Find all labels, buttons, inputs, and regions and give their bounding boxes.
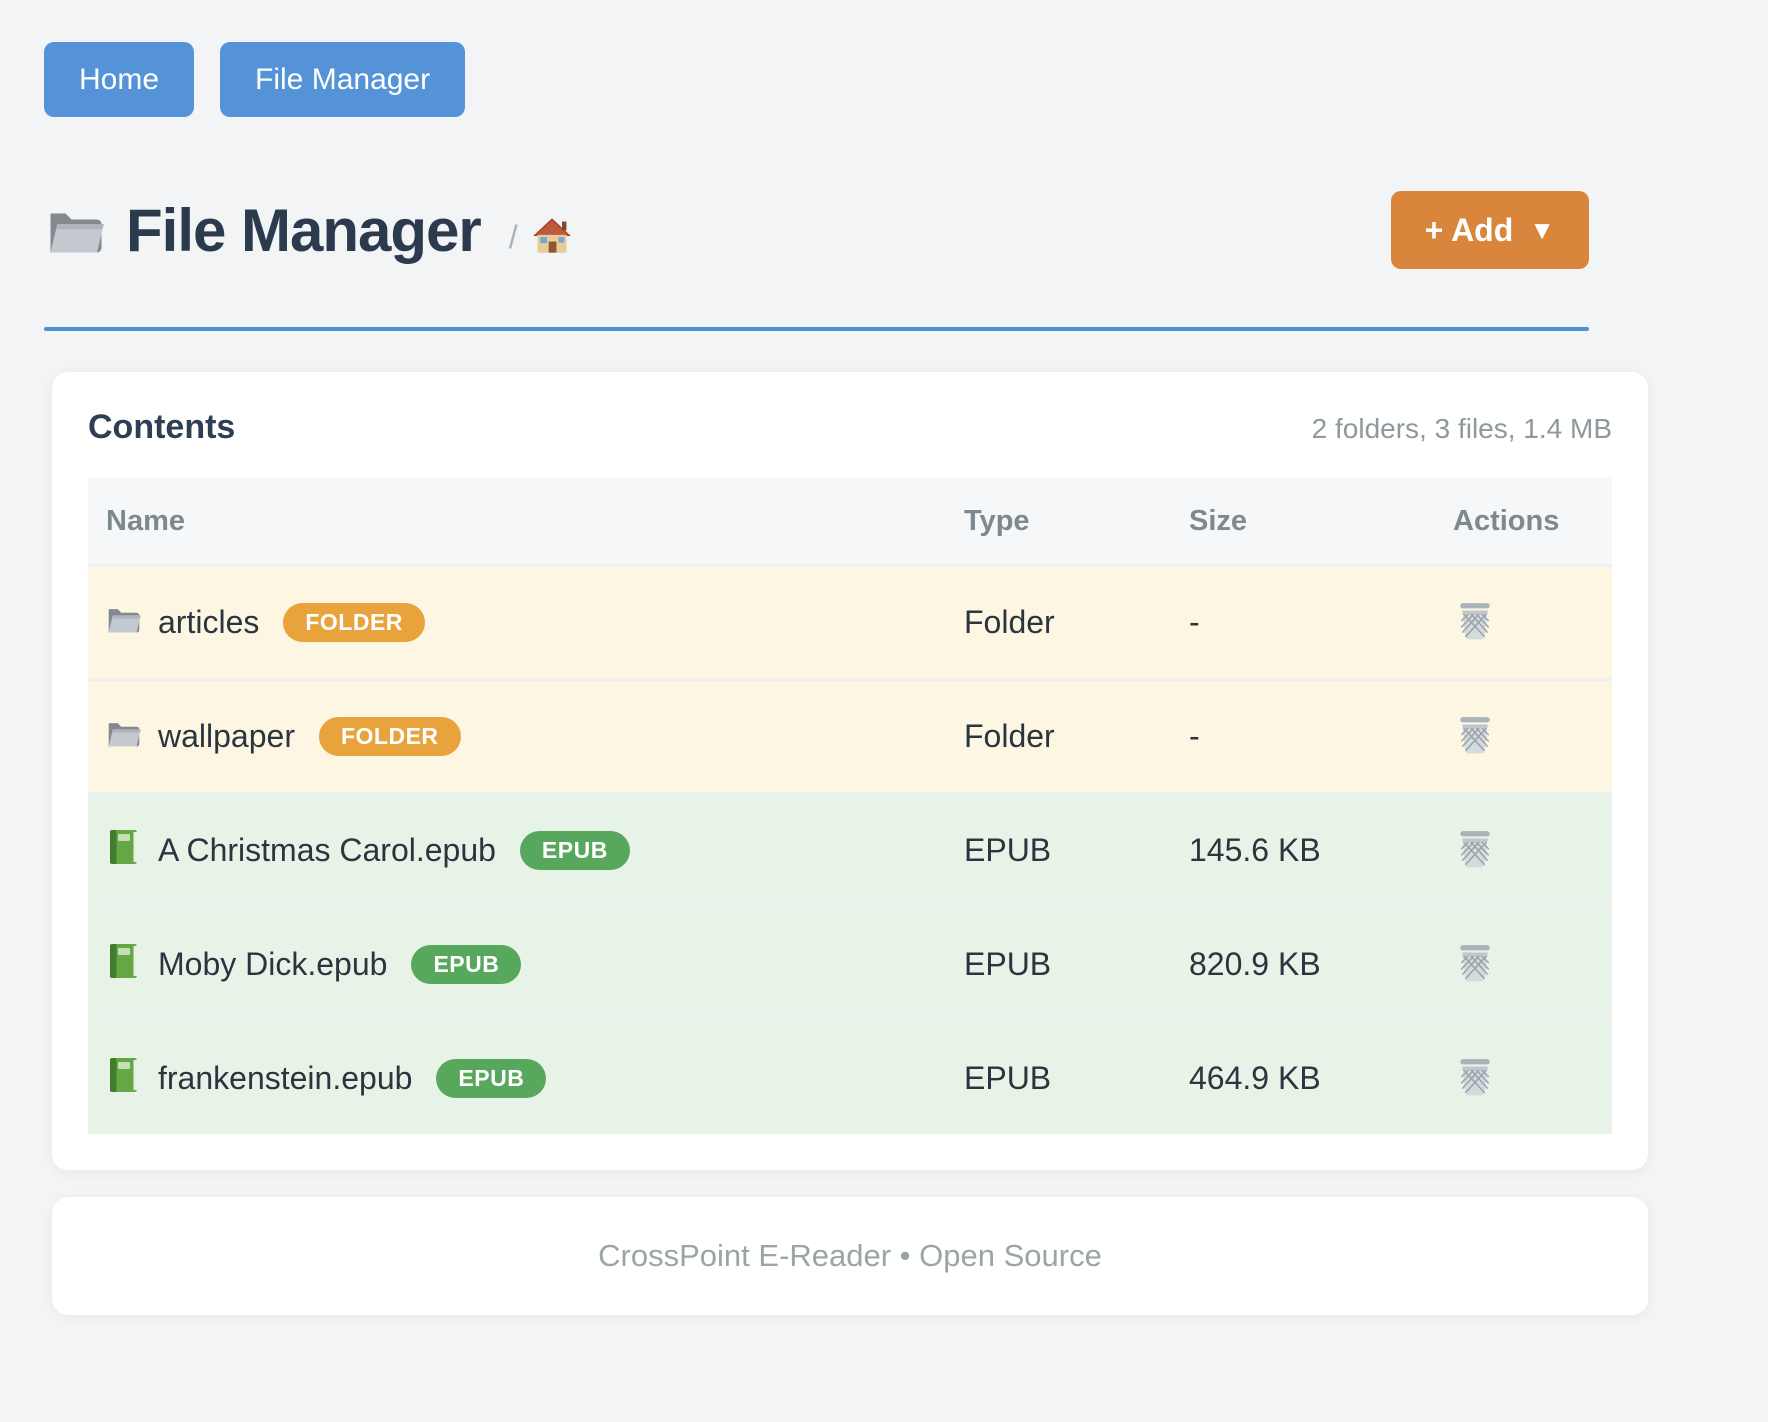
trash-icon — [1460, 944, 1490, 981]
top-nav: Home File Manager — [44, 42, 1768, 117]
delete-button[interactable] — [1453, 825, 1497, 873]
file-actions-cell — [1423, 597, 1612, 649]
contents-card: Contents 2 folders, 3 files, 1.4 MB Name… — [52, 372, 1648, 1170]
trash-icon — [1460, 602, 1490, 639]
home-icon[interactable] — [532, 217, 572, 255]
delete-button[interactable] — [1453, 939, 1497, 987]
table-row: A Christmas Carol.epub EPUB EPUB 145.6 K… — [88, 792, 1612, 906]
page-title: File Manager — [126, 196, 482, 264]
file-actions-cell — [1423, 939, 1612, 991]
file-name-cell[interactable]: frankenstein.epub EPUB — [88, 1057, 948, 1101]
book-icon — [106, 829, 142, 873]
nav-home-button[interactable]: Home — [44, 42, 195, 117]
table-row: wallpaper FOLDER Folder - — [88, 678, 1612, 792]
file-type-badge: FOLDER — [318, 717, 461, 756]
footer-card: CrossPoint E-Reader • Open Source — [52, 1197, 1648, 1315]
delete-button[interactable] — [1453, 711, 1497, 759]
file-table: Name Type Size Actions articles FOLDER F… — [88, 478, 1612, 1134]
trash-icon — [1460, 830, 1490, 867]
nav-file-manager-button[interactable]: File Manager — [220, 42, 466, 117]
file-size: 145.6 KB — [1189, 832, 1321, 868]
folder-icon — [106, 715, 142, 759]
table-row: articles FOLDER Folder - — [88, 564, 1612, 678]
file-name: A Christmas Carol.epub — [158, 832, 496, 868]
file-type: Folder — [964, 718, 1055, 754]
delete-button[interactable] — [1453, 1053, 1497, 1101]
contents-summary: 2 folders, 3 files, 1.4 MB — [1311, 413, 1612, 444]
file-type-badge: EPUB — [436, 1059, 547, 1098]
file-type-badge: FOLDER — [283, 603, 425, 642]
file-actions-cell — [1423, 711, 1612, 763]
footer-text: CrossPoint E-Reader • Open Source — [598, 1238, 1102, 1273]
file-size: 820.9 KB — [1189, 946, 1321, 982]
file-name-cell[interactable]: Moby Dick.epub EPUB — [88, 943, 948, 987]
table-body: articles FOLDER Folder - wallpape — [88, 564, 1612, 1134]
breadcrumb-separator: / — [508, 218, 518, 255]
file-type: EPUB — [964, 1060, 1052, 1096]
file-name-cell[interactable]: A Christmas Carol.epub EPUB — [88, 829, 948, 873]
table-row: Moby Dick.epub EPUB EPUB 820.9 KB — [88, 906, 1612, 1020]
file-type: Folder — [964, 604, 1055, 640]
folder-icon — [50, 213, 104, 253]
file-name: wallpaper — [158, 718, 295, 754]
file-name-cell[interactable]: wallpaper FOLDER — [88, 715, 948, 759]
chevron-down-icon: ▼ — [1529, 214, 1555, 245]
delete-button[interactable] — [1453, 597, 1497, 645]
title-group: File Manager / — [46, 196, 572, 265]
file-name-cell[interactable]: articles FOLDER — [88, 601, 948, 645]
table-row: frankenstein.epub EPUB EPUB 464.9 KB — [88, 1020, 1612, 1134]
file-name: articles — [158, 604, 260, 640]
add-button-label: + Add — [1424, 211, 1514, 248]
file-actions-cell — [1423, 1053, 1612, 1105]
book-icon — [106, 1057, 142, 1101]
page-header: File Manager / + Add ▼ — [46, 191, 1589, 269]
file-actions-cell — [1423, 825, 1612, 877]
trash-icon — [1460, 1058, 1490, 1095]
file-type-badge: EPUB — [519, 831, 630, 870]
header-divider — [44, 327, 1589, 331]
column-header-size: Size — [1189, 504, 1248, 537]
file-size: - — [1189, 604, 1200, 640]
file-size: - — [1189, 718, 1200, 754]
table-header-row: Name Type Size Actions — [88, 478, 1612, 564]
folder-icon — [106, 601, 142, 645]
contents-title: Contents — [88, 408, 236, 446]
column-header-type: Type — [964, 504, 1030, 537]
book-icon — [106, 943, 142, 987]
file-size: 464.9 KB — [1189, 1060, 1321, 1096]
column-header-name: Name — [106, 504, 185, 537]
add-button[interactable]: + Add ▼ — [1390, 191, 1589, 269]
column-header-actions: Actions — [1453, 504, 1560, 537]
file-type-badge: EPUB — [411, 945, 522, 984]
file-type: EPUB — [964, 946, 1052, 982]
file-type: EPUB — [964, 832, 1052, 868]
contents-card-header: Contents 2 folders, 3 files, 1.4 MB — [88, 408, 1612, 448]
trash-icon — [1460, 716, 1490, 753]
file-name: frankenstein.epub — [158, 1060, 413, 1096]
file-name: Moby Dick.epub — [158, 946, 388, 982]
